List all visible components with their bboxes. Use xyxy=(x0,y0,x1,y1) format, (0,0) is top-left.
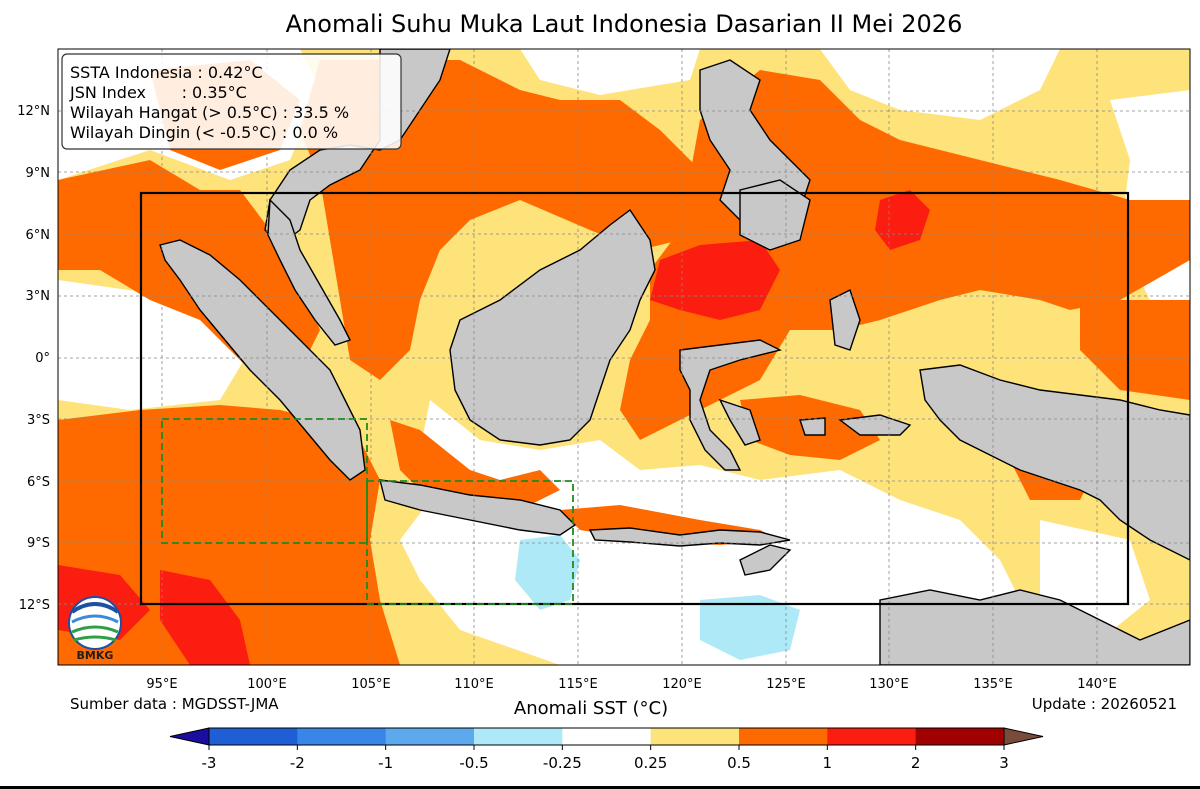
seram-land xyxy=(838,414,912,436)
latitude-labels: 12°N 9°N 6°N 3°N 0° 3°S 6°S 9°S 12°S xyxy=(17,104,50,613)
colorbar-tick-label: 0.5 xyxy=(727,754,751,772)
lat-label-0: 0° xyxy=(35,351,50,366)
lat-label-9n: 9°N xyxy=(26,166,51,181)
mindanao-land xyxy=(739,179,811,251)
cool-anomaly-areas xyxy=(515,535,800,660)
lat-label-12s: 12°S xyxy=(19,598,50,613)
colorbar-segments xyxy=(209,728,1005,745)
colorbar-segment xyxy=(297,728,387,745)
lat-label-12n: 12°N xyxy=(17,104,50,119)
colorbar-tick-label: 0.25 xyxy=(634,754,667,772)
australia-land xyxy=(879,589,1190,665)
timor-land xyxy=(739,544,792,576)
colorbar-label: Anomali SST (°C) xyxy=(514,698,668,719)
sulawesi-southeast-land xyxy=(718,398,761,446)
ssta-indonesia-text: SSTA Indonesia : 0.42°C xyxy=(70,63,263,82)
buru-land xyxy=(799,417,826,436)
lat-label-9s: 9°S xyxy=(27,536,50,551)
colorbar-ticks: -3 -2 -1 -0.5 -0.25 0.25 0.5 1 2 3 xyxy=(202,745,1009,772)
colorbar-segment xyxy=(650,728,740,745)
jsn-index-text: JSN Index : 0.35°C xyxy=(69,83,247,102)
indonesia-region-box xyxy=(139,191,1130,606)
new-guinea-land xyxy=(919,364,1190,561)
colorbar-segment xyxy=(385,728,475,745)
map-frame xyxy=(57,48,1191,666)
colorbar-tick-label: -3 xyxy=(202,754,217,772)
lon-label-115e: 115°E xyxy=(558,677,598,692)
colorbar-tick-label: 2 xyxy=(911,754,921,772)
lon-label-140e: 140°E xyxy=(1077,677,1117,692)
lon-label-105e: 105°E xyxy=(351,677,391,692)
green-region-box-2 xyxy=(366,480,574,605)
colorbar-tick-label: -2 xyxy=(290,754,305,772)
cold-region-text: Wilayah Dingin (< -0.5°C) : 0.0 % xyxy=(70,123,338,142)
lon-label-110e: 110°E xyxy=(454,677,494,692)
colorbar-tick-label: -0.5 xyxy=(459,754,488,772)
update-date-text: Update : 20260521 xyxy=(1032,695,1177,713)
colorbar-over-arrow xyxy=(1003,727,1044,746)
lon-label-100e: 100°E xyxy=(247,677,287,692)
colorbar-segment xyxy=(915,728,1005,745)
nusa-tenggara-land xyxy=(588,527,791,547)
colorbar-tick-label: -1 xyxy=(378,754,393,772)
borneo-land xyxy=(449,208,656,446)
colorbar-under-arrow xyxy=(169,727,210,746)
lat-label-3n: 3°N xyxy=(26,289,51,304)
map-title: Anomali Suhu Muka Laut Indonesia Dasaria… xyxy=(286,10,963,38)
colorbar: -3 -2 -1 -0.5 -0.25 0.25 0.5 1 2 3 xyxy=(169,727,1044,772)
lat-label-3s: 3°S xyxy=(27,413,50,428)
lat-label-6n: 6°N xyxy=(26,228,51,243)
java-land xyxy=(379,479,577,536)
colorbar-segment xyxy=(739,728,828,745)
colorbar-segment xyxy=(474,728,563,745)
lon-label-120e: 120°E xyxy=(662,677,702,692)
stats-box: SSTA Indonesia : 0.42°C JSN Index : 0.35… xyxy=(61,53,402,150)
malay-peninsula-land xyxy=(267,198,351,346)
data-source-text: Sumber data : MGDSST-JMA xyxy=(70,695,279,713)
sulawesi-land xyxy=(679,339,783,471)
lon-label-125e: 125°E xyxy=(766,677,806,692)
lat-label-6s: 6°S xyxy=(27,475,50,490)
lon-label-95e: 95°E xyxy=(146,677,177,692)
colorbar-segment xyxy=(562,728,652,745)
halmahera-land xyxy=(829,289,861,351)
colorbar-segment xyxy=(209,728,298,745)
colorbar-tick-label: 3 xyxy=(999,754,1009,772)
colorbar-segment xyxy=(827,728,917,745)
colorbar-tick-label: -0.25 xyxy=(543,754,582,772)
lon-label-130e: 130°E xyxy=(869,677,909,692)
longitude-labels: 95°E 100°E 105°E 110°E 115°E 120°E 125°E… xyxy=(146,677,1116,692)
bmkg-logo: BMKG xyxy=(68,596,122,662)
bottom-rule xyxy=(0,786,1200,789)
bmkg-logo-text: BMKG xyxy=(77,649,114,662)
colorbar-tick-label: 1 xyxy=(823,754,833,772)
warm-region-text: Wilayah Hangat (> 0.5°C) : 33.5 % xyxy=(70,103,349,122)
lon-label-135e: 135°E xyxy=(973,677,1013,692)
sumatra-land xyxy=(159,239,366,481)
colorbar-frame xyxy=(208,727,1005,746)
